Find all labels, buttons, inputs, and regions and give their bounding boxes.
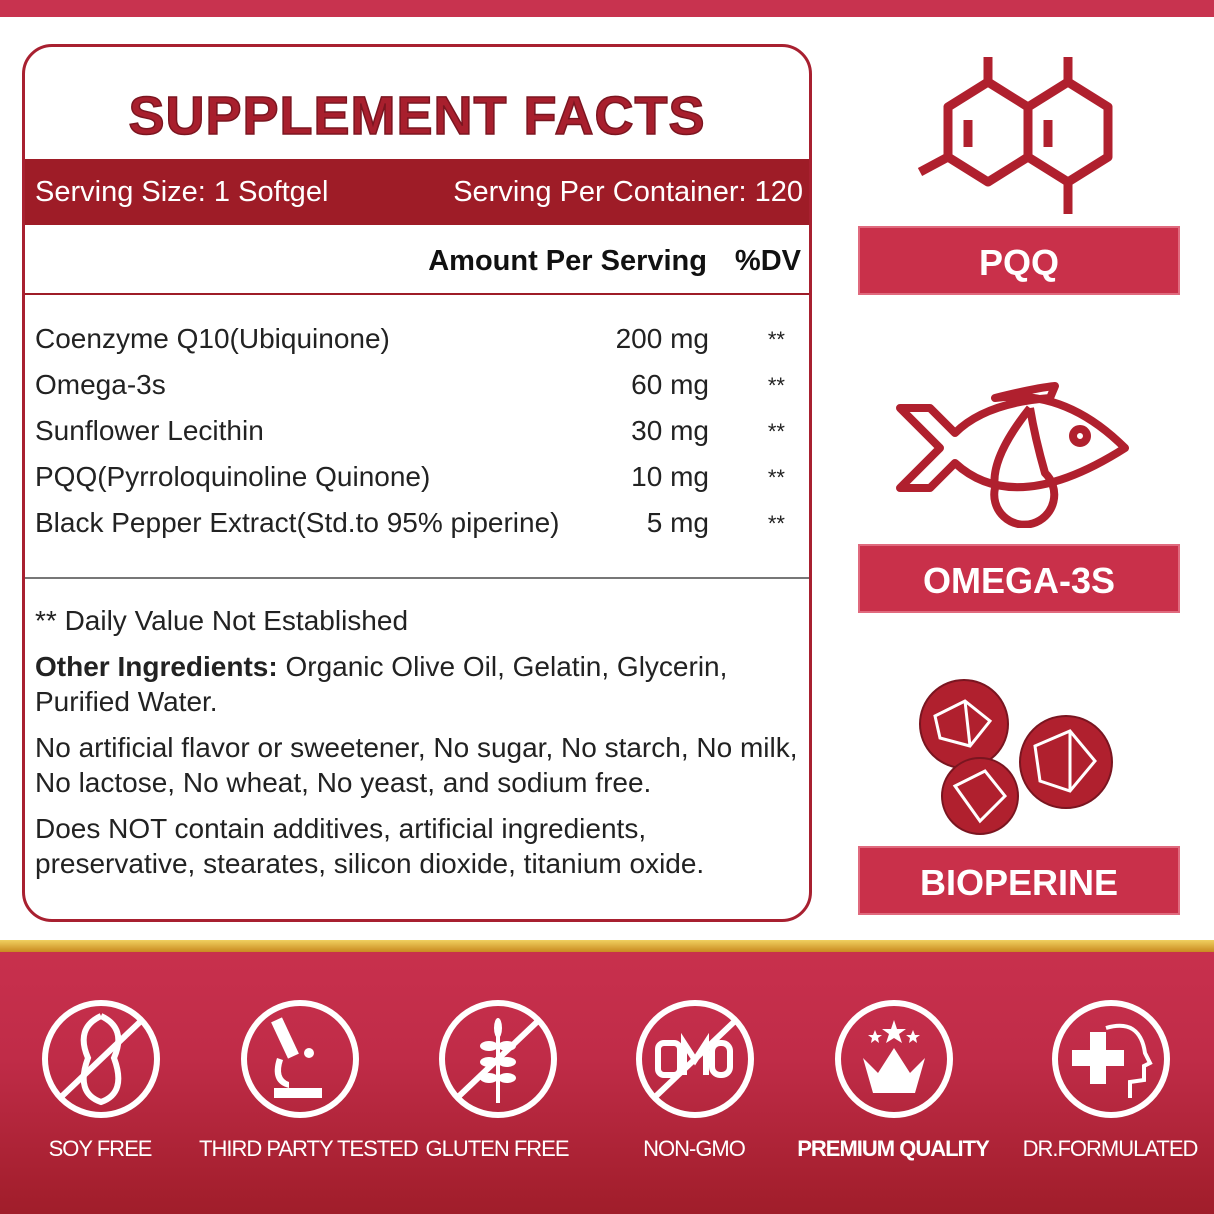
soy-free-icon: [42, 1000, 160, 1118]
feature-label: GLUTEN FREE: [425, 1136, 569, 1161]
serving-band: Serving Size: 1 Softgel Serving Per Cont…: [25, 159, 809, 225]
doctor-cross-icon: [1052, 1000, 1170, 1118]
nutrient-name: Black Pepper Extract(Std.to 95% piperine…: [35, 507, 560, 538]
gluten-free-icon: [439, 1000, 557, 1118]
free-from-statement: No artificial flavor or sweetener, No su…: [35, 732, 798, 798]
peppercorn-icon: [919, 679, 1113, 835]
feature-label: SOY FREE: [48, 1136, 153, 1161]
nutrient-dv: **: [767, 373, 785, 398]
nutrient-name: Coenzyme Q10(Ubiquinone): [35, 323, 390, 354]
nutrient-row: PQQ(Pyrroloquinoline Quinone) 10 mg **: [35, 461, 795, 507]
nutrient-dv: **: [767, 465, 785, 490]
supplement-facts-panel: SUPPLEMENT FACTS Serving Size: 1 Softgel…: [22, 44, 812, 922]
serving-size: Serving Size: 1 Softgel: [35, 175, 329, 208]
nutrient-name: Sunflower Lecithin: [35, 415, 264, 446]
nutrient-amount: 5 mg: [646, 507, 709, 538]
nutrient-dv: **: [767, 419, 785, 444]
ingredient-badge-pqq: PQQ: [858, 226, 1180, 295]
top-bar: [0, 0, 1214, 17]
fish-icon: [896, 382, 1129, 528]
crown-icon: [835, 1000, 953, 1118]
servings-per-container: Serving Per Container: 120: [453, 175, 803, 208]
gold-stripe: [0, 940, 1214, 952]
amount-header: Amount Per Serving: [428, 245, 707, 277]
nutrient-row: Omega-3s 60 mg **: [35, 369, 795, 415]
feature-label: THIRD PARTY TESTED: [199, 1136, 419, 1161]
footnote: ** Daily Value Not Established: [35, 605, 409, 636]
feature-label: NON-GMO: [643, 1136, 746, 1161]
divider: [25, 577, 809, 579]
nutrient-amount: 200 mg: [615, 323, 709, 354]
features-band: SOY FREE THIRD PARTY TESTED GLUTEN FREE …: [0, 952, 1214, 1214]
no-additives-statement: Does NOT contain additives, artificial i…: [35, 813, 705, 879]
nutrient-dv: **: [767, 327, 785, 352]
nutrient-name: PQQ(Pyrroloquinoline Quinone): [35, 461, 431, 492]
other-ingredients-text: Organic Olive Oil, Gelatin, Glycerin, Pu…: [35, 651, 728, 717]
feature-label: DR.FORMULATED: [1022, 1136, 1199, 1161]
nutrient-row: Black Pepper Extract(Std.to 95% piperine…: [35, 507, 795, 553]
label-notes: ** Daily Value Not Established Other Ing…: [35, 603, 805, 892]
nutrient-row: Sunflower Lecithin 30 mg **: [35, 415, 795, 461]
supplement-facts-title: SUPPLEMENT FACTS: [128, 85, 706, 147]
nutrient-amount: 10 mg: [631, 461, 709, 492]
feature-label: PREMIUM QUALITY: [797, 1136, 990, 1161]
other-ingredients-label: Other Ingredients:: [35, 651, 278, 682]
non-gmo-icon: [636, 1000, 754, 1118]
dv-header: %DV: [734, 245, 801, 277]
nutrient-amount: 30 mg: [631, 415, 709, 446]
other-ingredients: Other Ingredients: Organic Olive Oil, Ge…: [35, 649, 805, 719]
ingredient-badge-omega: OMEGA-3S: [858, 544, 1180, 613]
nutrient-name: Omega-3s: [35, 369, 166, 400]
molecule-icon: [917, 57, 1113, 214]
ingredient-badge-bioperine: BIOPERINE: [858, 846, 1180, 915]
nutrient-row: Coenzyme Q10(Ubiquinone) 200 mg **: [35, 323, 795, 369]
nutrient-dv: **: [767, 511, 785, 536]
column-header: Amount Per Serving %DV: [25, 225, 809, 295]
nutrient-amount: 60 mg: [631, 369, 709, 400]
microscope-icon: [241, 1000, 359, 1118]
